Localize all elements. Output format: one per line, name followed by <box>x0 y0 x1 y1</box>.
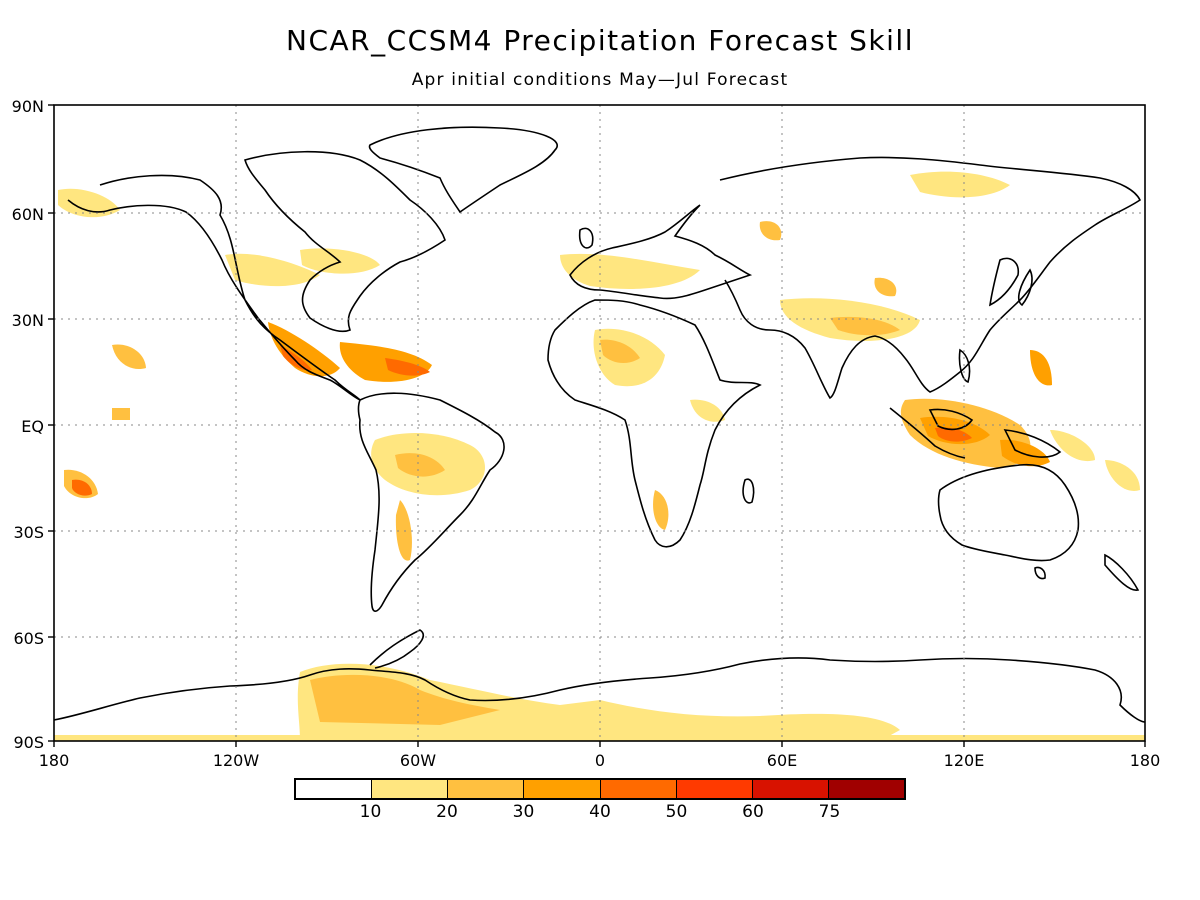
skill-patch <box>1050 430 1095 462</box>
legend-labels: 10 20 30 40 50 60 75 <box>294 802 906 824</box>
map-title: NCAR_CCSM4 Precipitation Forecast Skill <box>286 24 914 57</box>
skill-patch <box>395 500 412 561</box>
coastline <box>1104 553 1140 591</box>
coastline <box>54 657 1145 723</box>
legend-swatch <box>676 780 753 798</box>
legend-swatch <box>448 780 525 798</box>
coastline <box>719 156 1142 400</box>
skill-patch <box>560 253 700 289</box>
skill-patch <box>935 427 972 442</box>
skill-patch <box>1105 460 1140 491</box>
skill-patch <box>653 490 669 530</box>
skill-patch <box>280 345 312 371</box>
legend-label: 50 <box>665 802 688 822</box>
skill-patch <box>58 188 120 218</box>
coastline <box>357 392 505 612</box>
skill-patch <box>600 339 640 364</box>
lon-label: 60E <box>767 751 797 770</box>
lat-label: 60S <box>13 629 44 648</box>
lon-label: 0 <box>595 751 605 770</box>
skill-patch <box>112 408 130 420</box>
skill-patch <box>1030 350 1052 386</box>
coastline <box>569 204 753 300</box>
coastline <box>244 150 446 333</box>
lon-label: 60W <box>400 751 436 770</box>
coastline <box>369 629 425 669</box>
skill-shading <box>54 171 1145 741</box>
legend-label: 10 <box>359 802 382 822</box>
skill-patch <box>339 342 432 382</box>
coastline <box>547 299 762 548</box>
skill-patch <box>690 399 725 422</box>
skill-patch <box>225 253 320 287</box>
legend-swatch <box>828 780 904 798</box>
lon-label: 120W <box>213 751 260 770</box>
coastline <box>1034 566 1046 580</box>
tick-marks <box>48 104 1146 747</box>
map-subtitle: Apr initial conditions May—Jul Forecast <box>411 70 789 90</box>
lat-label: 60N <box>12 205 44 224</box>
legend-swatch <box>372 780 449 798</box>
lon-label: 180 <box>39 751 70 770</box>
lat-label: 30N <box>12 311 44 330</box>
legend-swatch <box>296 780 373 798</box>
lon-labels: 180 120W 60W 0 60E 120E 180 <box>39 751 1161 770</box>
lat-labels: 90N 60N 30N EQ 30S 60S 90S <box>12 97 44 752</box>
lat-label: 90N <box>12 97 44 116</box>
legend-swatch <box>524 780 601 798</box>
coastlines <box>54 126 1145 723</box>
skill-patch <box>874 277 897 297</box>
coastline <box>1018 268 1033 307</box>
skill-patch <box>759 221 782 241</box>
skill-patch <box>112 344 146 370</box>
coastline <box>937 463 1080 562</box>
coastline <box>988 257 1020 307</box>
skill-patch <box>830 316 900 336</box>
lat-label: EQ <box>21 417 44 436</box>
coastline <box>578 227 594 249</box>
skill-patch <box>385 358 430 376</box>
color-legend <box>294 778 906 800</box>
legend-label: 40 <box>589 802 611 822</box>
coastline <box>368 126 558 214</box>
skill-patch <box>910 171 1010 198</box>
legend-label: 60 <box>742 802 764 822</box>
legend-label: 75 <box>818 802 841 822</box>
coastline <box>928 408 974 431</box>
lat-label: 30S <box>13 523 44 542</box>
legend-label: 20 <box>436 802 458 822</box>
skill-patch <box>395 453 445 477</box>
coastline <box>67 174 361 401</box>
coastline <box>958 348 971 384</box>
legend-label: 30 <box>512 802 535 822</box>
legend-swatch <box>752 780 829 798</box>
lon-label: 120E <box>944 751 985 770</box>
coastline <box>1003 429 1062 458</box>
lat-label: 90S <box>13 733 44 752</box>
skill-patch <box>310 674 500 725</box>
gridlines <box>54 105 1145 741</box>
coastline <box>889 407 966 459</box>
skill-patch <box>72 479 92 496</box>
skill-patch <box>268 322 340 377</box>
coastline <box>742 478 755 504</box>
lon-label: 180 <box>1130 751 1161 770</box>
legend-swatch <box>600 780 677 798</box>
